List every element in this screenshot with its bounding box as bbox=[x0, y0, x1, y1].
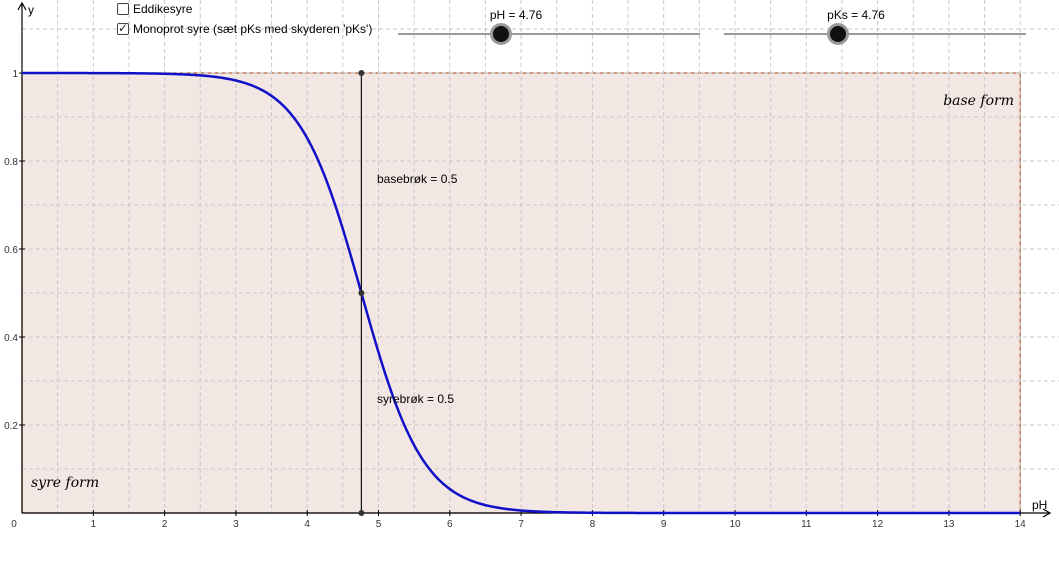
ph-slider-handle[interactable] bbox=[493, 26, 509, 42]
tick-labels: 0 1 2 3 4 5 6 7 8 9 10 11 12 13 140.20.40.60.81 bbox=[4, 69, 1026, 530]
checkbox-label: Eddikesyre bbox=[133, 2, 193, 16]
x-axis-label: pH bbox=[1032, 498, 1047, 512]
checkbox-box[interactable] bbox=[117, 3, 129, 15]
x-tick-label: 0 bbox=[11, 519, 17, 530]
x-tick-label: 8 bbox=[590, 519, 596, 530]
x-tick-label: 5 bbox=[376, 519, 382, 530]
x-tick-label: 13 bbox=[943, 519, 955, 530]
x-tick-label: 11 bbox=[801, 519, 812, 530]
base-form-label: base form bbox=[943, 93, 1014, 109]
x-axis-arrow-icon bbox=[1042, 508, 1052, 518]
x-tick-label: 1 bbox=[91, 519, 97, 530]
grid-lines bbox=[22, 0, 1059, 513]
x-tick-label: 2 bbox=[162, 519, 168, 530]
acid-form-label: syre form bbox=[31, 475, 99, 491]
ph-slider-label: pH = 4.76 bbox=[489, 8, 543, 22]
y-tick-label: 1 bbox=[12, 69, 18, 80]
syrebroek-label: syrebrøk = 0.5 bbox=[377, 392, 454, 406]
pks-slider-label: pKs = 4.76 bbox=[827, 8, 885, 22]
x-tick-label: 14 bbox=[1015, 519, 1027, 530]
pks-slider-handle[interactable] bbox=[830, 26, 846, 42]
basebroek-label: basebrøk = 0.5 bbox=[377, 172, 458, 186]
x-tick-label: 3 bbox=[233, 519, 239, 530]
y-axis-label: y bbox=[28, 3, 34, 17]
marker-point-bottom[interactable] bbox=[358, 510, 365, 516]
x-tick-label: 10 bbox=[729, 519, 741, 530]
checkbox-label: Monoprot syre (sæt pKs med skyderen 'pKs… bbox=[133, 22, 373, 36]
x-tick-label: 4 bbox=[304, 519, 310, 530]
y-tick-label: 0.8 bbox=[4, 157, 18, 168]
ph-slider-track[interactable] bbox=[398, 33, 700, 35]
marker-point-mid[interactable] bbox=[358, 290, 365, 296]
x-tick-label: 7 bbox=[518, 519, 524, 530]
marker-point-top[interactable] bbox=[358, 70, 365, 76]
y-axis-arrow-icon bbox=[17, 1, 27, 11]
checkbox-monoprot-syre[interactable]: ✓ Monoprot syre (sæt pKs med skyderen 'p… bbox=[117, 21, 373, 36]
y-tick-label: 0.6 bbox=[4, 245, 18, 256]
checkbox-eddikesyre[interactable]: Eddikesyre bbox=[117, 2, 192, 16]
y-tick-label: 0.2 bbox=[4, 421, 18, 432]
x-tick-label: 9 bbox=[661, 519, 667, 530]
pks-slider-track[interactable] bbox=[724, 33, 1026, 35]
y-tick-label: 0.4 bbox=[4, 333, 18, 344]
x-tick-label: 6 bbox=[447, 519, 453, 530]
checkbox-box[interactable]: ✓ bbox=[117, 21, 129, 35]
fraction-curve bbox=[22, 71, 1021, 515]
x-tick-label: 12 bbox=[872, 519, 884, 530]
